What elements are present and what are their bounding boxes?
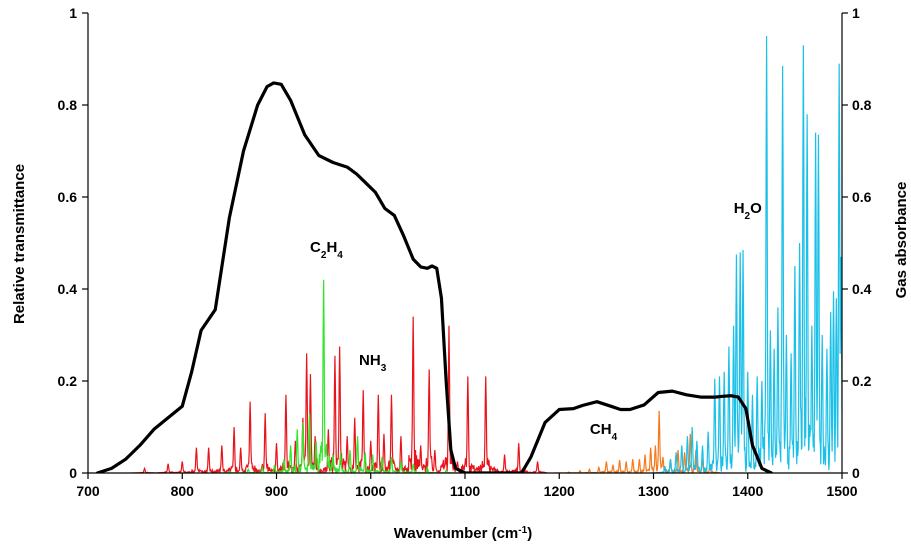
y-tick-label-left: 0.8 xyxy=(58,97,78,113)
y-tick-label-left: 0.4 xyxy=(58,281,78,297)
y-tick-label-left: 0.2 xyxy=(58,373,78,389)
annotation-h2o-part: O xyxy=(750,200,762,217)
x-axis-title-sup: -1 xyxy=(518,525,527,536)
x-tick-label: 1000 xyxy=(355,483,386,499)
y-tick-label-left: 0 xyxy=(69,465,77,481)
annotation-h2o-part: 2 xyxy=(745,211,751,222)
y-axis-title-left: Relative transmittance xyxy=(11,164,28,324)
series-nh3-absorbance xyxy=(130,316,548,473)
y-tick-label-right: 0.4 xyxy=(852,281,872,297)
y-tick-label-right: 0.8 xyxy=(852,97,872,113)
annotation-ch4-part: 4 xyxy=(612,431,618,442)
label-layer: Relative transmittance Gas absorbance Wa… xyxy=(11,164,910,542)
annotation-c2h4-part: 4 xyxy=(337,250,343,261)
x-axis-title-text: Wavenumber (cm xyxy=(394,525,518,542)
x-tick-label: 700 xyxy=(76,483,100,499)
annotation-c2h4-part: 2 xyxy=(321,250,327,261)
x-tick-label: 1400 xyxy=(732,483,763,499)
y-tick-label-right: 0.2 xyxy=(852,373,872,389)
y-tick-label-right: 0 xyxy=(852,465,860,481)
x-tick-label: 1500 xyxy=(826,483,857,499)
y-tick-label-right: 1 xyxy=(852,5,860,21)
series-relative-transmittance xyxy=(95,81,773,473)
annotation-h2o: H2O xyxy=(734,200,762,222)
x-tick-label: 1200 xyxy=(544,483,575,499)
series-ch4-absorbance xyxy=(554,410,720,473)
series-c2h4-absorbance xyxy=(215,279,475,473)
annotation-ch4-part: CH xyxy=(590,421,612,438)
x-tick-label: 1300 xyxy=(638,483,669,499)
annotation-c2h4-part: C xyxy=(310,239,321,256)
annotation-h2o-part: H xyxy=(734,200,745,217)
x-axis-title-suffix: ) xyxy=(527,525,532,542)
annotation-nh3-part: 3 xyxy=(381,362,387,373)
series-h2o-absorbance xyxy=(650,35,842,473)
annotation-nh3-part: NH xyxy=(359,352,381,369)
series-layer xyxy=(95,35,842,473)
x-tick-label: 1100 xyxy=(450,483,481,499)
y-tick-label-left: 0.6 xyxy=(58,189,78,205)
annotation-ch4: CH4 xyxy=(590,421,618,443)
y-tick-label-left: 1 xyxy=(69,5,77,21)
axis-layer: 700 800 900 1000 1100 1200 1300 1400 1500 0 0.2 0.4… xyxy=(58,5,872,499)
annotation-nh3: NH3 xyxy=(359,352,387,374)
y-axis-title-right: Gas absorbance xyxy=(893,182,910,299)
annotation-c2h4-part: H xyxy=(326,239,337,256)
annotation-c2h4: C2H4 xyxy=(310,239,343,261)
x-axis-title: Wavenumber (cm-1) xyxy=(394,525,532,543)
x-tick-label: 900 xyxy=(265,483,289,499)
y-tick-label-right: 0.6 xyxy=(852,189,872,205)
x-tick-label: 800 xyxy=(171,483,195,499)
